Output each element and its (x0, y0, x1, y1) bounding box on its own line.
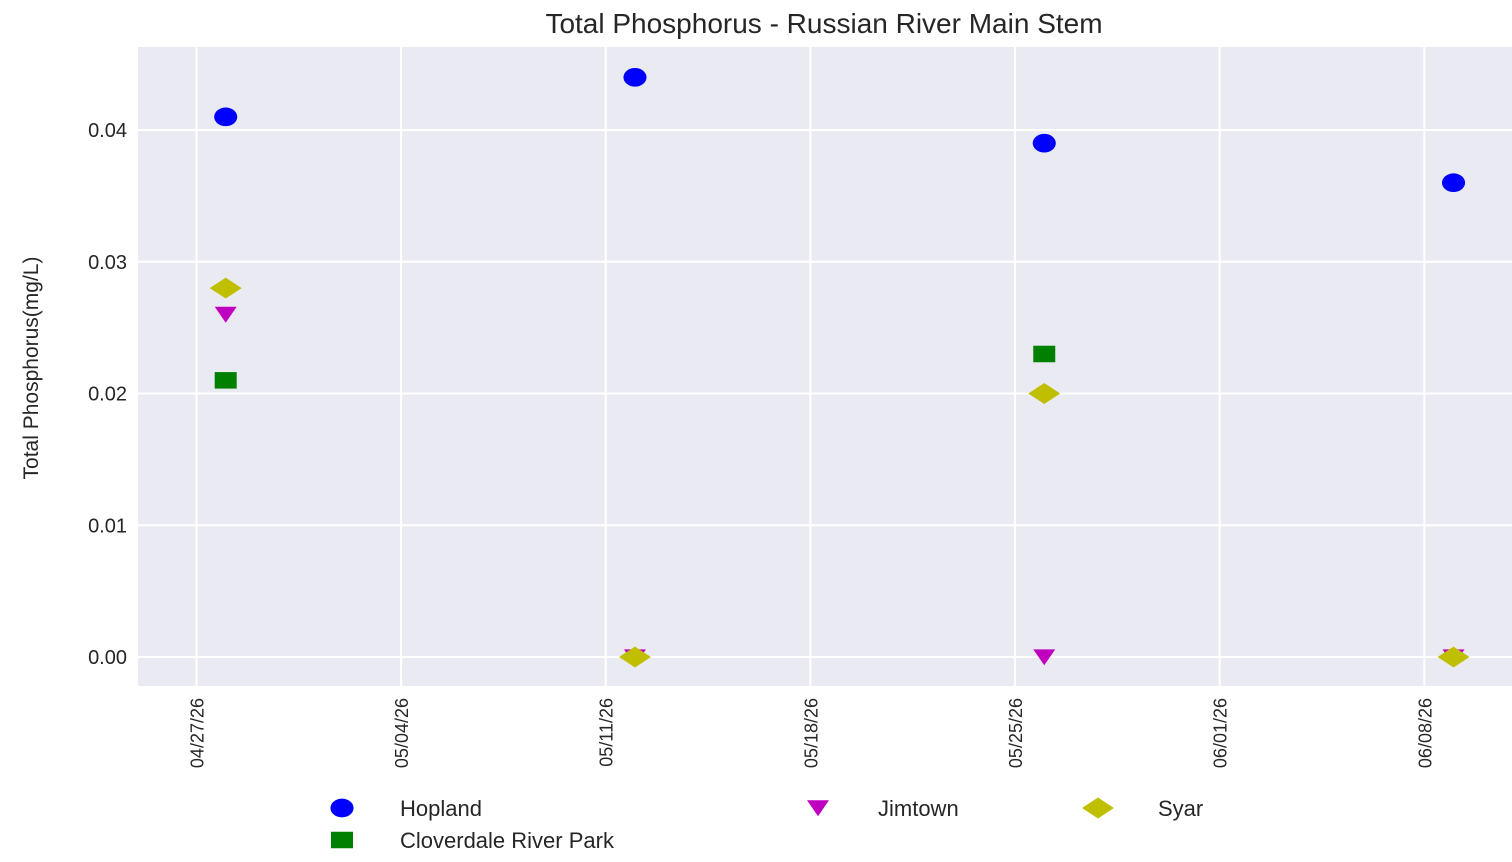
y-tick-label: 0.04 (88, 120, 127, 142)
x-tick-label: 05/04/26 (392, 698, 412, 768)
data-point-syar (1437, 646, 1470, 668)
y-tick-label: 0.01 (88, 515, 127, 537)
grid-lines (138, 47, 1512, 686)
y-axis-ticks: 0.00 0.01 0.02 0.03 0.04 (88, 120, 127, 669)
y-tick-label: 0.03 (88, 252, 127, 274)
x-tick-label: 05/18/26 (801, 698, 821, 768)
y-tick-label: 0.02 (88, 384, 127, 406)
data-point-syar (209, 277, 242, 299)
x-tick-label: 06/08/26 (1415, 698, 1435, 768)
chart-title: Total Phosphorus - Russian River Main St… (545, 8, 1102, 39)
data-point-jimtown (1033, 649, 1056, 666)
x-tick-label: 06/01/26 (1211, 698, 1231, 768)
data-point-jimtown (214, 306, 237, 323)
data-point-cloverdale-river-park (214, 372, 237, 389)
legend-marker (807, 800, 829, 817)
legend-marker (1082, 797, 1114, 819)
data-point-syar (619, 646, 651, 668)
x-tick-label: 05/11/26 (597, 698, 617, 767)
data-point-hopland (623, 67, 647, 87)
x-axis-ticks: 04/27/26 05/04/26 05/11/26 05/18/26 05/25/26… (187, 698, 1435, 768)
y-axis-label: Total Phosphorus(mg/L) (20, 257, 43, 480)
y-tick-label: 0.00 (88, 647, 127, 669)
legend: Hopland Jimtown Syar Cloverdale River Park (330, 796, 1203, 853)
data-point-hopland (1441, 173, 1466, 193)
legend-marker (330, 798, 354, 818)
data-point-cloverdale-river-park (1033, 345, 1056, 363)
data-point-hopland (1032, 133, 1056, 153)
data-point-hopland (214, 107, 238, 127)
data-point-syar (1028, 383, 1061, 404)
plot-area (138, 47, 1512, 686)
legend-label: Jimtown (878, 796, 959, 821)
x-tick-label: 05/25/26 (1006, 698, 1026, 768)
legend-marker (331, 831, 353, 849)
legend-label: Syar (1158, 796, 1203, 821)
legend-label: Hopland (400, 796, 482, 821)
x-tick-label: 04/27/26 (187, 698, 207, 768)
legend-label: Cloverdale River Park (400, 828, 615, 853)
data-points (209, 67, 1470, 668)
